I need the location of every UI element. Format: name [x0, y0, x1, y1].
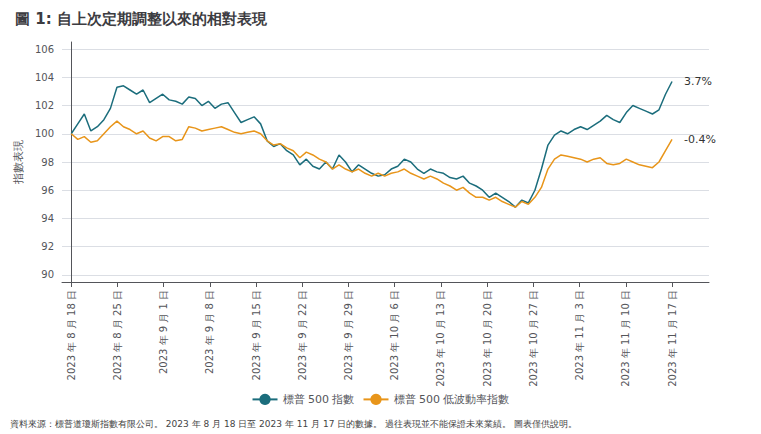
svg-text:2023 年 9 月 29 日: 2023 年 9 月 29 日	[343, 290, 354, 380]
svg-text:2023 年 10 月 27 日: 2023 年 10 月 27 日	[528, 290, 539, 387]
svg-text:2023 年 9 月 15 日: 2023 年 9 月 15 日	[251, 290, 262, 380]
svg-text:3.7%: 3.7%	[684, 75, 712, 88]
svg-text:94: 94	[41, 213, 54, 224]
svg-text:98: 98	[41, 157, 54, 168]
svg-text:106: 106	[35, 44, 54, 55]
svg-text:2023 年 10 月 20 日: 2023 年 10 月 20 日	[482, 290, 493, 387]
svg-text:100: 100	[35, 128, 54, 139]
svg-text:標普 500 低波動率指數: 標普 500 低波動率指數	[394, 393, 510, 406]
svg-text:標普 500 指數: 標普 500 指數	[283, 393, 355, 406]
svg-text:-0.4%: -0.4%	[684, 133, 716, 146]
svg-text:資料來源：標普道瓊斯指數有限公司。 2023 年 8 月 1: 資料來源：標普道瓊斯指數有限公司。 2023 年 8 月 18 日至 2023 …	[10, 419, 577, 429]
svg-text:2023 年 11 月 10 日: 2023 年 11 月 10 日	[620, 290, 631, 387]
svg-text:2023 年 9 月 1 日: 2023 年 9 月 1 日	[158, 290, 169, 374]
svg-text:2023 年 8 月 25 日: 2023 年 8 月 25 日	[112, 290, 123, 380]
svg-text:2023 年 10 月 6 日: 2023 年 10 月 6 日	[389, 290, 400, 380]
svg-text:2023 年 8 月 18 日: 2023 年 8 月 18 日	[66, 290, 77, 380]
svg-text:2023 年 11 月 3 日: 2023 年 11 月 3 日	[574, 290, 585, 380]
svg-text:96: 96	[41, 185, 54, 196]
svg-text:圖 1: 自上次定期調整以來的相對表現: 圖 1: 自上次定期調整以來的相對表現	[15, 10, 268, 28]
svg-text:90: 90	[41, 269, 54, 280]
svg-text:92: 92	[41, 241, 54, 252]
svg-text:2023 年 10 月 13 日: 2023 年 10 月 13 日	[435, 290, 446, 387]
svg-text:2023 年 11 月 17 日: 2023 年 11 月 17 日	[667, 290, 678, 387]
svg-text:指數表現: 指數表現	[12, 140, 25, 185]
svg-text:2023 年 9 月 8 日: 2023 年 9 月 8 日	[204, 290, 215, 374]
svg-text:104: 104	[35, 72, 54, 83]
svg-text:2023 年 9 月 22 日: 2023 年 9 月 22 日	[297, 290, 308, 380]
svg-text:102: 102	[35, 100, 54, 111]
